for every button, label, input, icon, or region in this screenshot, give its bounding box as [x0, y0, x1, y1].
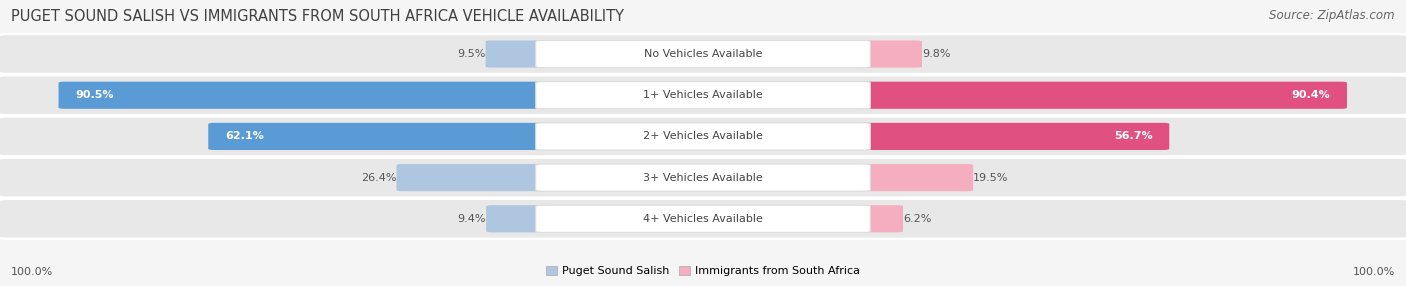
- Text: 2+ Vehicles Available: 2+ Vehicles Available: [643, 132, 763, 141]
- FancyBboxPatch shape: [859, 40, 922, 68]
- Text: 100.0%: 100.0%: [11, 267, 53, 277]
- Text: PUGET SOUND SALISH VS IMMIGRANTS FROM SOUTH AFRICA VEHICLE AVAILABILITY: PUGET SOUND SALISH VS IMMIGRANTS FROM SO…: [11, 9, 624, 23]
- Text: 26.4%: 26.4%: [361, 173, 396, 182]
- Text: 19.5%: 19.5%: [973, 173, 1008, 182]
- Text: 100.0%: 100.0%: [1353, 267, 1395, 277]
- FancyBboxPatch shape: [536, 82, 870, 109]
- FancyBboxPatch shape: [536, 40, 870, 68]
- Text: No Vehicles Available: No Vehicles Available: [644, 49, 762, 59]
- FancyBboxPatch shape: [0, 199, 1406, 239]
- Text: 9.8%: 9.8%: [922, 49, 950, 59]
- FancyBboxPatch shape: [485, 40, 547, 68]
- FancyBboxPatch shape: [0, 75, 1406, 115]
- Text: 4+ Vehicles Available: 4+ Vehicles Available: [643, 214, 763, 224]
- Text: 90.4%: 90.4%: [1291, 90, 1330, 100]
- FancyBboxPatch shape: [0, 158, 1406, 198]
- Text: 90.5%: 90.5%: [76, 90, 114, 100]
- Text: 6.2%: 6.2%: [903, 214, 931, 224]
- FancyBboxPatch shape: [536, 205, 870, 233]
- FancyBboxPatch shape: [859, 82, 1347, 109]
- FancyBboxPatch shape: [536, 123, 870, 150]
- Text: 62.1%: 62.1%: [225, 132, 264, 141]
- FancyBboxPatch shape: [486, 205, 547, 233]
- Text: 9.5%: 9.5%: [457, 49, 485, 59]
- Text: 9.4%: 9.4%: [457, 214, 486, 224]
- Text: 1+ Vehicles Available: 1+ Vehicles Available: [643, 90, 763, 100]
- FancyBboxPatch shape: [0, 116, 1406, 156]
- FancyBboxPatch shape: [396, 164, 547, 191]
- FancyBboxPatch shape: [536, 164, 870, 191]
- Text: 3+ Vehicles Available: 3+ Vehicles Available: [643, 173, 763, 182]
- Text: 56.7%: 56.7%: [1114, 132, 1153, 141]
- FancyBboxPatch shape: [859, 123, 1170, 150]
- FancyBboxPatch shape: [59, 82, 547, 109]
- FancyBboxPatch shape: [859, 164, 973, 191]
- Text: Source: ZipAtlas.com: Source: ZipAtlas.com: [1270, 9, 1395, 21]
- Legend: Puget Sound Salish, Immigrants from South Africa: Puget Sound Salish, Immigrants from Sout…: [541, 261, 865, 281]
- FancyBboxPatch shape: [0, 34, 1406, 74]
- FancyBboxPatch shape: [859, 205, 903, 233]
- FancyBboxPatch shape: [208, 123, 547, 150]
